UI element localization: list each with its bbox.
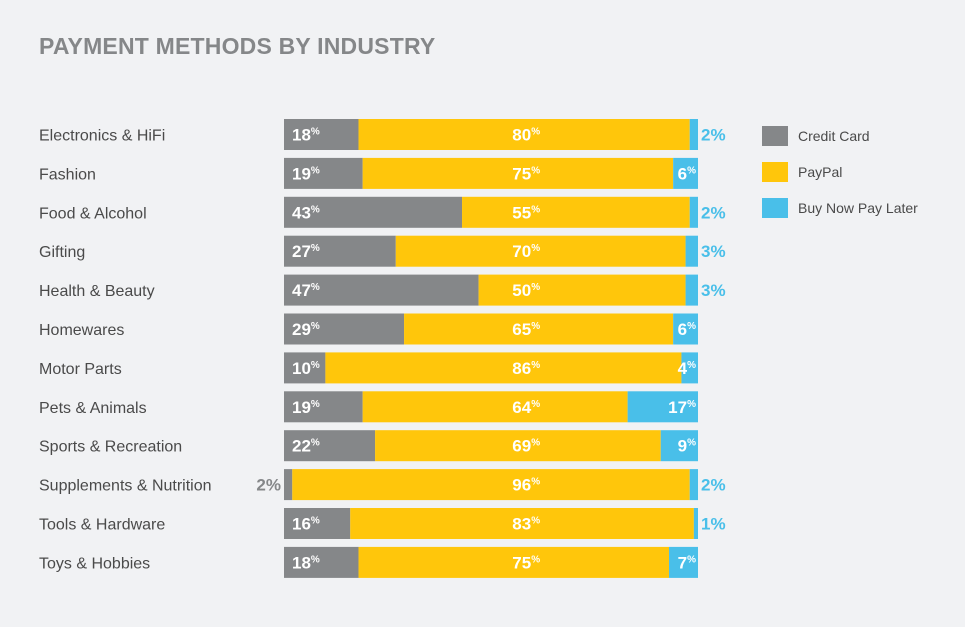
category-label-toys-and-hobbies: Toys & Hobbies (39, 555, 150, 572)
bar-credit-card-pets-and-animals (284, 391, 363, 423)
bar-paypal-tools-and-hardware (350, 508, 694, 539)
bar-paypal-pets-and-animals (362, 391, 628, 423)
bar-buy-now-pay-later-toys-and-hobbies (669, 546, 698, 578)
bar-buy-now-pay-later-gifting (685, 235, 698, 267)
bar-buy-now-pay-later-motor-parts (681, 352, 698, 384)
value-label-buy-now-pay-later-toys-and-hobbies: 7% (678, 553, 696, 572)
value-label-paypal-supplements-and-nutrition: 96% (512, 476, 540, 495)
bar-credit-card-health-and-beauty (284, 274, 479, 306)
value-label-buy-now-pay-later-tools-and-hardware: 1% (701, 515, 726, 534)
legend-item-bnpl: Buy Now Pay Later (762, 190, 918, 226)
bar-paypal-health-and-beauty (478, 274, 686, 306)
value-label-buy-now-pay-later-electronics-and-hifi: 2% (701, 126, 726, 145)
value-label-buy-now-pay-later-homewares: 6% (678, 320, 696, 339)
value-label-paypal-homewares: 65% (512, 320, 540, 339)
bar-credit-card-homewares (284, 313, 405, 345)
legend-swatch-paypal (762, 162, 788, 182)
value-label-buy-now-pay-later-supplements-and-nutrition: 2% (701, 476, 726, 495)
value-label-paypal-food-and-alcohol: 55% (512, 203, 540, 222)
value-label-buy-now-pay-later-food-and-alcohol: 2% (701, 203, 726, 222)
bar-paypal-food-and-alcohol (462, 196, 690, 228)
bar-buy-now-pay-later-tools-and-hardware (693, 508, 698, 539)
bar-paypal-toys-and-hobbies (358, 546, 670, 578)
value-label-credit-card-fashion: 19% (292, 164, 320, 183)
category-label-gifting: Gifting (39, 244, 85, 261)
value-label-buy-now-pay-later-motor-parts: 4% (678, 359, 696, 378)
value-label-credit-card-homewares: 29% (292, 320, 320, 339)
category-label-tools-and-hardware: Tools & Hardware (39, 517, 165, 534)
legend-label: Credit Card (798, 128, 870, 144)
category-label-motor-parts: Motor Parts (39, 361, 122, 378)
bar-credit-card-electronics-and-hifi (284, 119, 359, 150)
category-label-electronics-and-hifi: Electronics & HiFi (39, 128, 165, 145)
value-label-credit-card-sports-and-recreation: 22% (292, 437, 320, 456)
value-label-credit-card-motor-parts: 10% (292, 359, 320, 378)
bar-buy-now-pay-later-sports-and-recreation (660, 430, 698, 462)
value-label-paypal-tools-and-hardware: 83% (512, 515, 540, 534)
category-label-pets-and-animals: Pets & Animals (39, 400, 147, 417)
bar-buy-now-pay-later-electronics-and-hifi (689, 119, 698, 150)
bar-paypal-sports-and-recreation (375, 430, 661, 462)
value-label-credit-card-health-and-beauty: 47% (292, 281, 320, 300)
value-label-buy-now-pay-later-sports-and-recreation: 9% (678, 437, 696, 456)
value-label-credit-card-tools-and-hardware: 16% (292, 515, 320, 534)
value-label-paypal-sports-and-recreation: 69% (512, 437, 540, 456)
bar-paypal-electronics-and-hifi (358, 119, 690, 150)
bar-credit-card-food-and-alcohol (284, 196, 463, 228)
value-label-credit-card-food-and-alcohol: 43% (292, 203, 320, 222)
legend-item-paypal: PayPal (762, 154, 918, 190)
category-labels: Electronics & HiFi Fashion Food & Alcohol G… (39, 128, 212, 573)
category-label-sports-and-recreation: Sports & Recreation (39, 439, 182, 456)
value-label-paypal-fashion: 75% (512, 164, 540, 183)
bar-credit-card-fashion (284, 157, 363, 189)
category-label-food-and-alcohol: Food & Alcohol (39, 205, 147, 222)
legend-label: PayPal (798, 164, 843, 180)
value-label-paypal-pets-and-animals: 64% (512, 398, 540, 417)
value-label-credit-card-toys-and-hobbies: 18% (292, 553, 320, 572)
legend-swatch-credit-card (762, 126, 788, 146)
bar-paypal-homewares (404, 313, 674, 345)
value-label-buy-now-pay-later-fashion: 6% (678, 164, 696, 183)
value-label-credit-card-gifting: 27% (292, 242, 320, 261)
value-label-credit-card-electronics-and-hifi: 18% (292, 126, 320, 145)
legend: Credit Card PayPal Buy Now Pay Later (762, 118, 918, 226)
bar-credit-card-supplements-and-nutrition (284, 469, 293, 501)
value-label-buy-now-pay-later-gifting: 3% (701, 242, 726, 261)
value-label-credit-card-pets-and-animals: 19% (292, 398, 320, 417)
legend-item-credit-card: Credit Card (762, 118, 918, 154)
value-label-paypal-gifting: 70% (512, 242, 540, 261)
bar-buy-now-pay-later-homewares (673, 313, 698, 345)
bar-credit-card-sports-and-recreation (284, 430, 376, 462)
bar-paypal-fashion (362, 157, 674, 189)
bar-paypal-motor-parts (325, 352, 682, 384)
bar-buy-now-pay-later-pets-and-animals (627, 391, 698, 423)
value-labels: 18% 80% 2% 19% 75% 6% 43% 55% 2% 27% 70% 3% 47% 50% 3%… (256, 126, 725, 573)
category-label-homewares: Homewares (39, 322, 124, 339)
bar-credit-card-toys-and-hobbies (284, 546, 359, 578)
legend-swatch-bnpl (762, 198, 788, 218)
bar-paypal-supplements-and-nutrition (292, 469, 690, 501)
value-label-paypal-health-and-beauty: 50% (512, 281, 540, 300)
bar-buy-now-pay-later-fashion (673, 157, 698, 189)
bar-buy-now-pay-later-health-and-beauty (685, 274, 698, 306)
bar-credit-card-gifting (284, 235, 396, 267)
value-label-paypal-toys-and-hobbies: 75% (512, 553, 540, 572)
bars (284, 119, 698, 578)
category-label-health-and-beauty: Health & Beauty (39, 283, 155, 300)
chart-title: PAYMENT METHODS BY INDUSTRY (39, 33, 436, 59)
bar-paypal-gifting (395, 235, 686, 267)
category-label-supplements-and-nutrition: Supplements & Nutrition (39, 478, 212, 495)
bar-buy-now-pay-later-supplements-and-nutrition (689, 469, 698, 501)
bar-buy-now-pay-later-food-and-alcohol (689, 196, 698, 228)
value-label-paypal-motor-parts: 86% (512, 359, 540, 378)
value-label-paypal-electronics-and-hifi: 80% (512, 126, 540, 145)
bar-credit-card-tools-and-hardware (284, 508, 351, 539)
legend-label: Buy Now Pay Later (798, 200, 918, 216)
category-label-fashion: Fashion (39, 166, 96, 183)
value-label-buy-now-pay-later-pets-and-animals: 17% (668, 398, 696, 417)
bar-credit-card-motor-parts (284, 352, 326, 384)
value-label-buy-now-pay-later-health-and-beauty: 3% (701, 281, 726, 300)
value-label-credit-card-supplements-and-nutrition: 2% (256, 476, 281, 495)
